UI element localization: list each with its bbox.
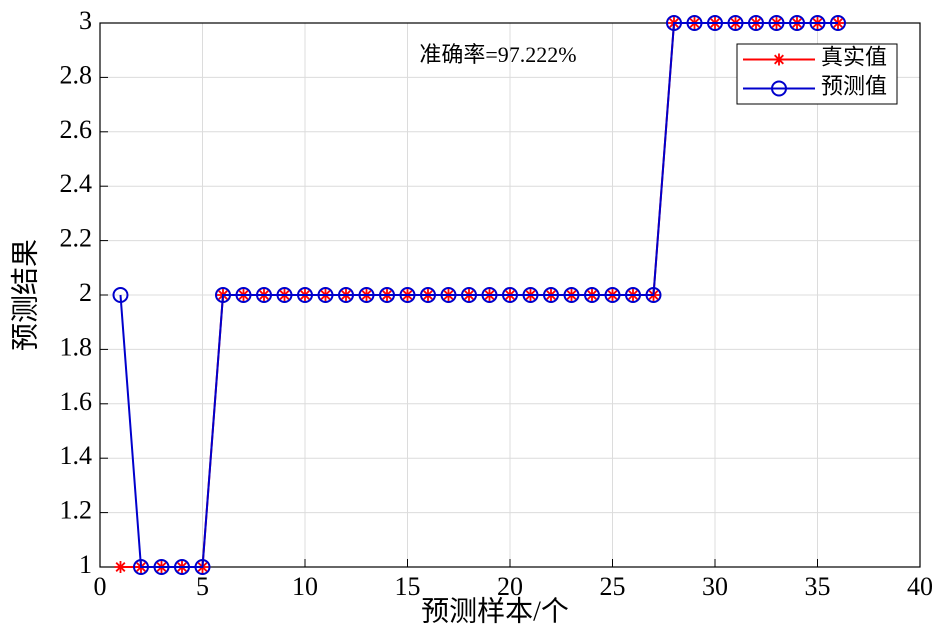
y-tick-label: 1.6 [60,387,93,416]
star-marker [773,53,785,66]
circle-marker [133,559,149,575]
circle-marker [276,287,293,303]
circle-marker [481,287,498,303]
x-tick-label: 10 [292,572,318,601]
circle-marker [830,15,846,31]
circle-marker [768,15,785,31]
circle-marker [256,287,272,303]
y-tick-label: 2.6 [60,115,93,144]
legend-label: 真实值 [821,45,887,70]
circle-marker [686,15,703,31]
series [112,15,846,575]
circle-marker [666,15,682,31]
y-tick-label: 1 [79,550,92,579]
circle-marker [194,559,211,575]
annotation: 准确率=97.222% [419,42,576,67]
circle-marker [543,287,559,303]
circle-marker [727,15,744,31]
x-tick-label: 30 [702,572,728,601]
legend-label: 预测值 [821,74,887,99]
circle-marker [563,287,580,303]
circle-marker [399,287,416,303]
x-tick-label: 20 [497,572,523,601]
circle-marker [771,80,787,97]
circle-marker [338,287,354,303]
circle-marker [748,15,764,31]
y-tick-label: 2.4 [60,169,93,198]
circle-marker [174,559,190,575]
circle-marker [358,287,375,303]
y-tick-label: 1.2 [60,496,93,525]
x-tick-label: 15 [395,572,421,601]
y-tick-label: 3 [79,6,92,35]
x-tick-label: 40 [907,572,933,601]
legend-box [736,43,898,105]
circle-marker [297,287,313,303]
circle-marker [584,287,600,303]
x-tick-label: 5 [196,572,209,601]
y-tick-label: 2.8 [60,60,93,89]
y-tick-label: 1.4 [60,441,93,470]
circle-marker [235,287,252,303]
circle-marker [112,287,129,303]
circle-marker [502,287,518,303]
star-marker [114,561,127,573]
y-axis-label: 预测结果 [9,239,41,351]
circle-marker [153,559,170,575]
y-tick-label: 1.8 [60,332,93,361]
circle-marker [215,287,231,303]
circle-marker [604,287,621,303]
x-tick-label: 0 [94,572,107,601]
circle-marker [789,15,805,31]
circle-marker [440,287,457,303]
x-tick-label: 35 [805,572,831,601]
circle-marker [420,287,436,303]
circle-marker [317,287,334,303]
x-tick-label: 25 [600,572,626,601]
circle-marker [379,287,395,303]
circle-marker [809,15,826,31]
circle-marker [645,287,662,303]
y-tick-label: 2 [79,278,92,307]
circle-marker [522,287,539,303]
circle-marker [625,287,641,303]
plot-frame [99,22,921,568]
circle-marker [707,15,723,31]
series-line [119,22,838,568]
y-tick-label: 2.2 [60,224,93,253]
x-axis-label: 预测样本/个 [421,595,569,627]
circle-marker [461,287,477,303]
